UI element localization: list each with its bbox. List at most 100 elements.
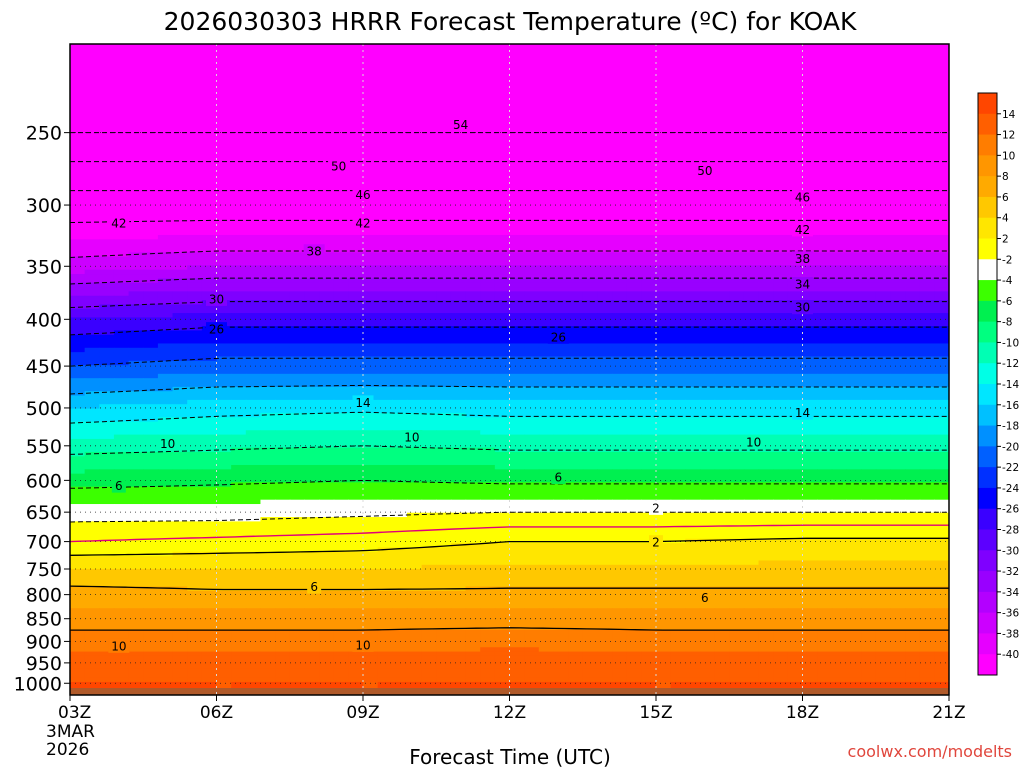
temperature-cell: [656, 182, 672, 188]
temperature-cell: [656, 261, 672, 266]
temperature-cell: [245, 404, 262, 410]
temperature-cell: [377, 356, 393, 362]
temperature-cell: [348, 91, 364, 97]
temperature-cell: [70, 404, 86, 410]
temperature-cell: [641, 269, 657, 275]
temperature-cell: [113, 152, 130, 158]
temperature-cell: [787, 291, 804, 297]
temperature-cell: [201, 261, 218, 266]
temperature-cell: [582, 91, 598, 97]
temperature-cell: [333, 365, 349, 371]
temperature-cell: [699, 256, 716, 262]
temperature-cell: [480, 269, 496, 275]
temperature-cell: [494, 65, 511, 71]
temperature-cell: [319, 44, 335, 49]
temperature-cell: [670, 182, 686, 188]
temperature-cell: [553, 343, 569, 349]
temperature-cell: [524, 96, 540, 102]
temperature-cell: [729, 61, 745, 67]
temperature-cell: [99, 369, 115, 375]
temperature-cell: [392, 304, 408, 310]
temperature-cell: [157, 274, 174, 279]
temperature-cell: [201, 139, 218, 145]
temperature-cell: [363, 126, 379, 132]
temperature-cell: [304, 96, 320, 102]
temperature-cell: [201, 230, 218, 236]
temperature-cell: [304, 208, 320, 214]
temperature-cell: [494, 182, 511, 188]
temperature-cell: [641, 122, 657, 128]
temperature-cell: [333, 70, 349, 75]
temperature-cell: [99, 78, 115, 84]
temperature-cell: [260, 287, 276, 292]
temperature-cell: [289, 295, 305, 301]
temperature-cell: [934, 182, 949, 188]
temperature-cell: [157, 399, 174, 405]
temperature-cell: [890, 113, 906, 119]
temperature-cell: [919, 395, 935, 401]
temperature-cell: [363, 169, 379, 175]
temperature-cell: [568, 96, 584, 102]
temperature-cell: [524, 373, 540, 379]
temperature-cell: [861, 265, 877, 271]
temperature-cell: [582, 70, 598, 75]
temperature-cell: [612, 221, 628, 227]
temperature-cell: [436, 126, 452, 132]
temperature-cell: [699, 52, 716, 58]
temperature-cell: [480, 330, 496, 336]
temperature-cell: [656, 148, 672, 154]
temperature-cell: [465, 117, 481, 123]
temperature-cell: [319, 91, 335, 97]
temperature-cell: [421, 287, 437, 292]
temperature-cell: [802, 104, 818, 110]
temperature-cell: [524, 126, 540, 132]
temperature-cell: [890, 104, 906, 110]
temperature-cell: [172, 122, 188, 128]
temperature-cell: [582, 239, 598, 245]
temperature-cell: [773, 365, 789, 371]
temperature-cell: [260, 326, 276, 332]
temperature-cell: [304, 65, 320, 71]
temperature-cell: [113, 234, 130, 240]
temperature-cell: [597, 339, 613, 345]
temperature-cell: [875, 300, 891, 305]
temperature-cell: [905, 239, 921, 245]
temperature-cell: [363, 139, 379, 145]
temperature-cell: [582, 313, 598, 319]
temperature-cell: [743, 87, 760, 93]
temperature-cell: [861, 399, 877, 405]
temperature-cell: [509, 100, 525, 106]
temperature-cell: [509, 343, 525, 349]
temperature-cell: [919, 291, 935, 297]
temperature-cell: [421, 308, 437, 314]
temperature-cell: [934, 239, 949, 245]
temperature-cell: [817, 399, 833, 405]
temperature-cell: [553, 117, 569, 123]
temperature-cell: [143, 304, 159, 310]
temperature-cell: [172, 356, 188, 362]
temperature-cell: [113, 109, 130, 115]
temperature-cell: [787, 330, 804, 336]
temperature-cell: [524, 52, 540, 58]
temperature-cell: [568, 373, 584, 379]
temperature-cell: [260, 313, 276, 319]
temperature-cell: [597, 169, 613, 175]
temperature-cell: [216, 169, 232, 175]
temperature-cell: [172, 191, 188, 197]
temperature-cell: [670, 378, 686, 384]
temperature-cell: [934, 382, 949, 388]
temperature-cell: [875, 382, 891, 388]
temperature-cell: [465, 70, 481, 75]
temperature-cell: [333, 274, 349, 279]
temperature-cell: [465, 291, 481, 297]
temperature-cell: [919, 278, 935, 284]
temperature-cell: [656, 330, 672, 336]
temperature-cell: [890, 44, 906, 49]
temperature-cell: [304, 339, 320, 345]
temperature-cell: [553, 360, 569, 366]
temperature-cell: [714, 52, 730, 58]
temperature-cell: [729, 187, 745, 193]
temperature-cell: [84, 174, 100, 180]
temperature-cell: [216, 83, 232, 88]
temperature-cell: [685, 78, 701, 84]
